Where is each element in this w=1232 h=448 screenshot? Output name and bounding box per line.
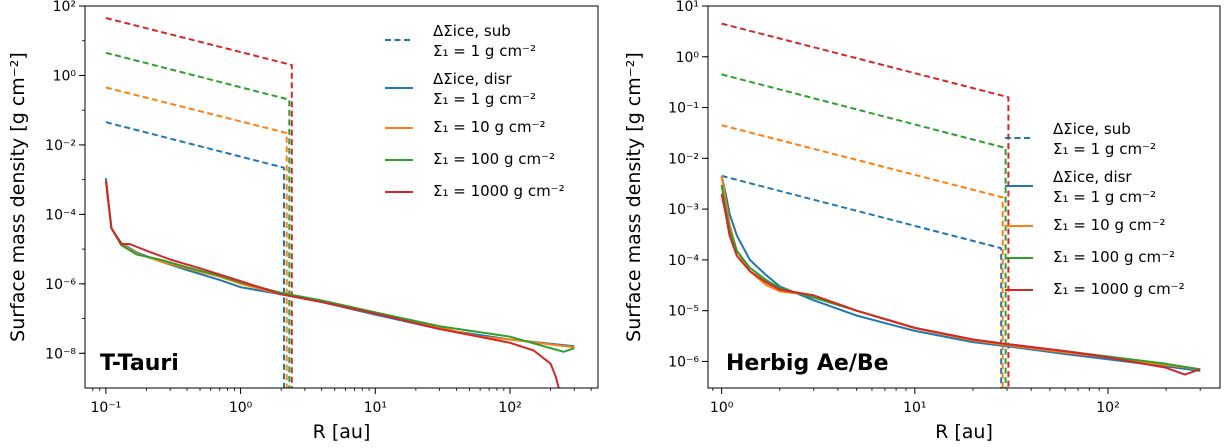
series-line-dashed-0	[105, 121, 285, 388]
legend-entry-line2: Σ₁ = 1 g cm⁻²	[433, 42, 536, 60]
series-line-solid-6	[104, 179, 575, 353]
legend: ΔΣice, sub Σ₁ = 1 g cm⁻² ΔΣice, disr Σ₁ = 1…	[385, 22, 565, 200]
y-tick-label: 10⁰	[676, 50, 700, 66]
y-tick-label: 10⁻⁸	[45, 346, 76, 362]
y-tick-label: 10⁻³	[668, 202, 699, 218]
y-tick-label: 10⁻¹	[668, 101, 699, 117]
y-tick-label: 10⁻⁶	[668, 354, 699, 370]
x-tick-label: 10¹	[903, 400, 926, 416]
legend-entry-line2: Σ₁ = 1 g cm⁻²	[1053, 140, 1156, 158]
axes-frame	[84, 5, 599, 389]
y-axis-label: Surface mass density [g cm⁻²]	[7, 52, 29, 342]
legend-entry-line1: Σ₁ = 10 g cm⁻²	[1053, 216, 1166, 234]
y-tick-label: 10⁻⁵	[668, 304, 699, 320]
x-tick-label: 10⁰	[229, 400, 253, 416]
panel-herbig: 10⁰ 10¹ 10² 10⁻⁶ 10⁻⁵ 10⁻⁴ 10⁻³ 10⁻² 10⁻¹ 10⁰ 10¹ R…	[623, 0, 1221, 443]
panel-label: Herbig Ae/Be	[726, 351, 889, 376]
series-line-dashed-3	[105, 17, 293, 388]
legend-entry-line1: Σ₁ = 10 g cm⁻²	[433, 118, 546, 136]
x-tick-label: 10²	[498, 400, 521, 416]
y-tick-label: 10¹	[676, 0, 699, 15]
y-axis-label: Surface mass density [g cm⁻²]	[623, 52, 645, 342]
x-tick-label: 10²	[1096, 400, 1119, 416]
legend-entry-line1: ΔΣice, disr	[1053, 168, 1132, 186]
legend-entry-line1: ΔΣice, disr	[433, 70, 512, 88]
x-axis-label: R [au]	[935, 421, 993, 443]
series-line-dashed-3	[721, 22, 1010, 388]
x-axis-label: R [au]	[313, 421, 371, 443]
series-line-solid-7	[104, 181, 560, 388]
series-line-solid-7	[720, 193, 1201, 376]
legend-entry-line1: ΔΣice, sub	[1053, 120, 1131, 138]
legend-entry-line1: Σ₁ = 100 g cm⁻²	[1053, 248, 1175, 266]
series-line-dashed-1	[105, 86, 288, 388]
y-tick-label: 10⁻⁴	[668, 253, 699, 269]
legend-entry-line1: Σ₁ = 1000 g cm⁻²	[433, 182, 565, 200]
legend-entry-line1: Σ₁ = 1000 g cm⁻²	[1053, 280, 1185, 298]
series-line-solid-6	[720, 184, 1201, 371]
y-tick-label: 10⁻²	[45, 138, 76, 154]
axes-frame	[707, 5, 1221, 389]
series-line-solid-4	[720, 175, 1201, 372]
legend-entry-line1: ΔΣice, sub	[433, 22, 511, 40]
legend: ΔΣice, sub Σ₁ = 1 g cm⁻² ΔΣice, disr Σ₁ = 1…	[1005, 120, 1185, 298]
legend-entry-line1: Σ₁ = 100 g cm⁻²	[433, 150, 555, 168]
y-tick-label: 10²	[53, 0, 76, 15]
plot-area	[720, 22, 1201, 388]
x-tick-label: 10⁰	[710, 400, 734, 416]
legend-entry-line2: Σ₁ = 1 g cm⁻²	[1053, 188, 1156, 206]
x-tick-label: 10¹	[364, 400, 387, 416]
series-line-dashed-1	[721, 124, 1004, 388]
plot-area	[104, 17, 575, 388]
y-tick-label: 10⁻²	[668, 151, 699, 167]
x-tick-label: 10⁻¹	[90, 400, 121, 416]
legend-entry-line2: Σ₁ = 1 g cm⁻²	[433, 90, 536, 108]
y-tick-label: 10⁻⁴	[45, 207, 76, 223]
series-line-dashed-0	[721, 174, 1003, 388]
panel-t-tauri: 10⁻¹ 10⁰ 10¹ 10² 10⁻⁸ 10⁻⁶ 10⁻⁴ 10⁻² 10⁰ 10² R [au…	[7, 0, 599, 443]
y-tick-label: 10⁻⁶	[45, 277, 76, 293]
y-tick-label: 10⁰	[53, 68, 77, 84]
panel-label: T-Tauri	[100, 351, 179, 376]
series-line-dashed-2	[721, 73, 1007, 388]
series-line-dashed-2	[105, 51, 291, 388]
